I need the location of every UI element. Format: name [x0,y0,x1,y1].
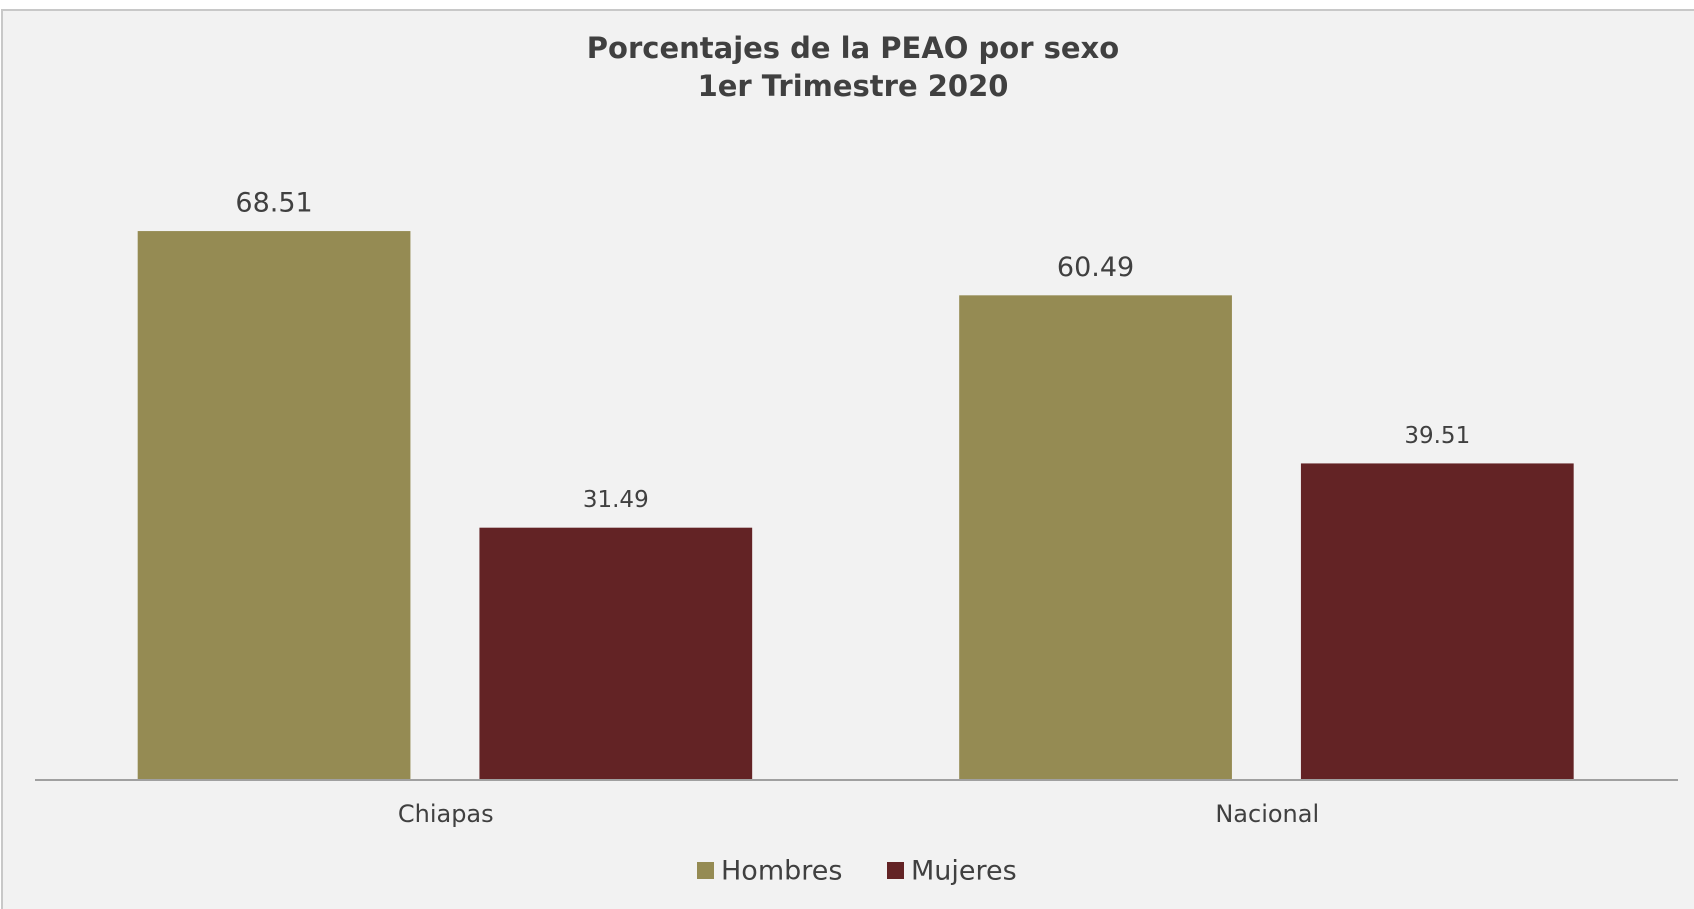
legend-label: Mujeres [911,856,1017,887]
legend-label: Hombres [721,856,842,887]
bar [1300,463,1574,780]
data-label: 60.49 [1057,252,1134,283]
chart-subtitle: 1er Trimestre 2020 [698,69,1009,103]
chart-title: Porcentajes de la PEAO por sexo [587,31,1119,65]
bar [137,231,411,781]
data-label: 39.51 [1404,423,1470,449]
legend-swatch [697,862,714,879]
x-tick-label: Nacional [1215,800,1319,828]
bar [479,527,753,780]
data-label: 68.51 [235,188,312,219]
data-label: 31.49 [583,487,649,513]
x-tick-label: Chiapas [398,800,494,828]
legend-swatch [887,862,904,879]
bar [959,295,1232,780]
